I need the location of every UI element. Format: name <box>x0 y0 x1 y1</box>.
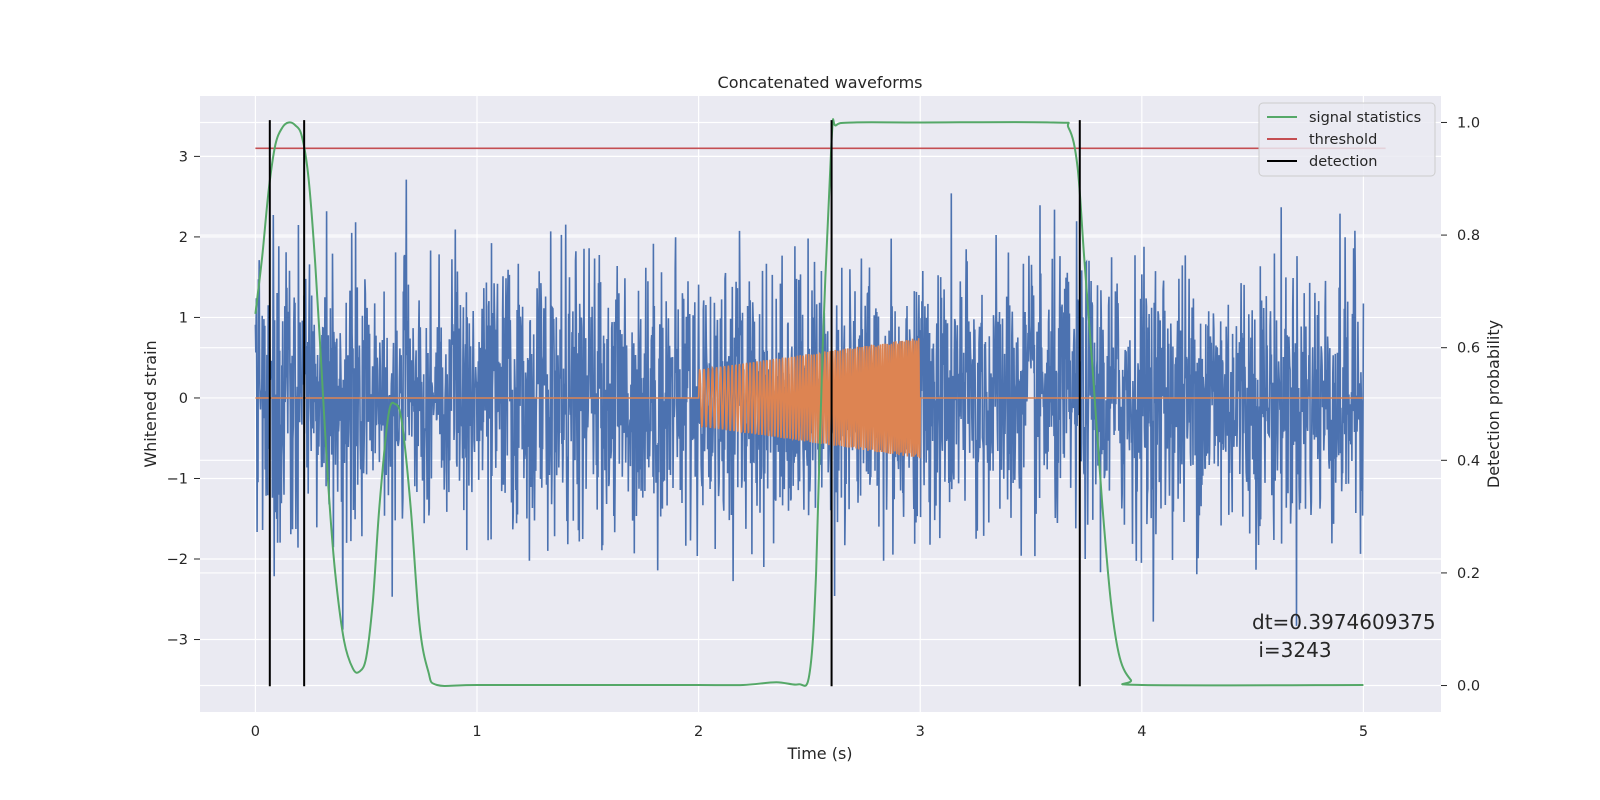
x-tick-label-3: 3 <box>916 724 925 740</box>
series-chirp <box>255 338 1364 459</box>
y-tick-label-6: 3 <box>179 149 188 165</box>
annotation-i: i=3243 <box>1252 638 1332 662</box>
y-axis-label: Whitened strain <box>141 340 160 467</box>
legend-box <box>1258 102 1436 177</box>
series-strain <box>254 179 1365 630</box>
legend-label-detection: detection <box>1309 154 1377 170</box>
y-tick-label-5: 2 <box>179 230 188 246</box>
y-tick-label-3: 0 <box>179 391 188 407</box>
x-tick-label-5: 5 <box>1359 724 1368 740</box>
x-tick-label-4: 4 <box>1137 724 1146 740</box>
series-detection <box>268 120 1081 687</box>
x-tick-label-2: 2 <box>694 724 703 740</box>
y-tick-label-1: −2 <box>167 552 188 568</box>
y-right-tick-label-0: 0.0 <box>1457 679 1480 695</box>
chirp-line <box>255 338 1364 459</box>
y-right-tick-label-2: 0.4 <box>1457 453 1480 469</box>
legend: signal statistics threshold detection <box>1258 102 1436 177</box>
tick-labels: 0 1 2 3 4 5 −3 −2 −1 0 1 2 3 0.0 0.2 0.4 0.6 0.8 1.0 <box>167 115 1480 740</box>
y-right-tick-label-5: 1.0 <box>1457 115 1480 131</box>
x-tick-label-1: 1 <box>472 724 481 740</box>
series-signal-statistics <box>254 118 1364 687</box>
y-tick-label-4: 1 <box>179 310 188 326</box>
chart-title: Concatenated waveforms <box>718 73 923 92</box>
y-tick-label-2: −1 <box>167 471 188 487</box>
legend-label-threshold: threshold <box>1309 132 1377 148</box>
strain-line <box>254 179 1365 630</box>
y-right-tick-label-3: 0.6 <box>1457 341 1480 357</box>
x-axis-label: Time (s) <box>786 744 852 763</box>
x-tick-label-0: 0 <box>251 724 260 740</box>
y-right-tick-label-4: 0.8 <box>1457 228 1480 244</box>
signal-statistics-line <box>254 118 1364 687</box>
annotation-dt: dt=0.3974609375 <box>1252 610 1436 634</box>
y-right-axis-label: Detection probability <box>1484 320 1503 488</box>
y-right-tick-label-1: 0.2 <box>1457 566 1480 582</box>
legend-label-signal-statistics: signal statistics <box>1309 110 1421 126</box>
y-tick-label-0: −3 <box>167 633 188 649</box>
